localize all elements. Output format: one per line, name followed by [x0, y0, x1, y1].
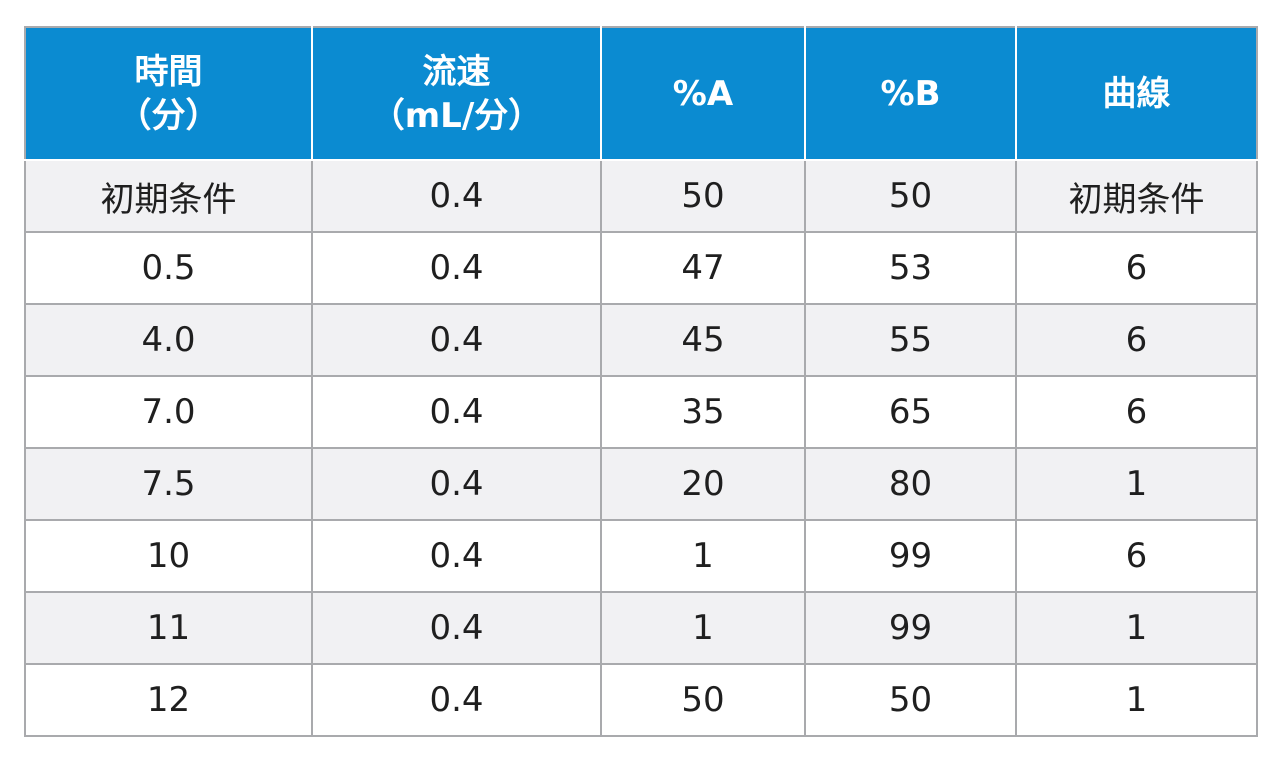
header-percent-b-label: %B	[880, 73, 941, 114]
cell-curve: 6	[1015, 375, 1258, 449]
cell-time: 7.5	[24, 447, 313, 521]
cell-flow-rate: 0.4	[311, 375, 602, 449]
table-row: 7.0 0.4 35 65 6	[24, 375, 1258, 449]
cell-percent-b: 99	[804, 591, 1017, 665]
cell-percent-b: 80	[804, 447, 1017, 521]
cell-percent-a: 50	[600, 663, 806, 737]
table-row: 12 0.4 50 50 1	[24, 663, 1258, 737]
table-row: 11 0.4 1 99 1	[24, 591, 1258, 665]
cell-percent-a: 1	[600, 591, 806, 665]
cell-curve: 1	[1015, 663, 1258, 737]
header-flow-rate-line1: 流速	[422, 51, 491, 92]
cell-percent-a: 20	[600, 447, 806, 521]
cell-time: 4.0	[24, 303, 313, 377]
cell-time: 10	[24, 519, 313, 593]
cell-flow-rate: 0.4	[311, 231, 602, 305]
cell-time: 7.0	[24, 375, 313, 449]
cell-percent-b: 65	[804, 375, 1017, 449]
cell-percent-b: 99	[804, 519, 1017, 593]
cell-curve: 1	[1015, 591, 1258, 665]
cell-percent-a: 35	[600, 375, 806, 449]
header-curve: 曲線	[1015, 26, 1258, 161]
cell-percent-b: 50	[804, 663, 1017, 737]
cell-flow-rate: 0.4	[311, 447, 602, 521]
cell-curve: 6	[1015, 231, 1258, 305]
header-percent-a: %A	[600, 26, 806, 161]
table-row: 0.5 0.4 47 53 6	[24, 231, 1258, 305]
header-time-line2: （分）	[117, 95, 220, 136]
cell-percent-a: 45	[600, 303, 806, 377]
table-row: 4.0 0.4 45 55 6	[24, 303, 1258, 377]
cell-time: 11	[24, 591, 313, 665]
cell-flow-rate: 0.4	[311, 159, 602, 233]
header-flow-rate-line2: （mL/分）	[370, 95, 543, 136]
cell-percent-b: 55	[804, 303, 1017, 377]
table-row: 初期条件 0.4 50 50 初期条件	[24, 159, 1258, 233]
table-header-row: 時間 （分） 流速 （mL/分） %A %B 曲線	[24, 26, 1258, 161]
cell-percent-a: 47	[600, 231, 806, 305]
header-time-line1: 時間	[134, 51, 203, 92]
cell-curve: 6	[1015, 519, 1258, 593]
gradient-table: 時間 （分） 流速 （mL/分） %A %B 曲線 初	[24, 26, 1258, 737]
cell-percent-a: 1	[600, 519, 806, 593]
cell-flow-rate: 0.4	[311, 591, 602, 665]
cell-flow-rate: 0.4	[311, 663, 602, 737]
table-row: 10 0.4 1 99 6	[24, 519, 1258, 593]
cell-flow-rate: 0.4	[311, 303, 602, 377]
cell-curve: 1	[1015, 447, 1258, 521]
cell-percent-b: 53	[804, 231, 1017, 305]
gradient-table-container: 時間 （分） 流速 （mL/分） %A %B 曲線 初	[24, 26, 1258, 737]
cell-curve: 初期条件	[1015, 159, 1258, 233]
header-percent-b: %B	[804, 26, 1017, 161]
header-time: 時間 （分）	[24, 26, 313, 161]
cell-percent-a: 50	[600, 159, 806, 233]
table-row: 7.5 0.4 20 80 1	[24, 447, 1258, 521]
cell-time: 0.5	[24, 231, 313, 305]
cell-flow-rate: 0.4	[311, 519, 602, 593]
header-curve-label: 曲線	[1102, 73, 1171, 114]
header-flow-rate: 流速 （mL/分）	[311, 26, 602, 161]
cell-time: 12	[24, 663, 313, 737]
cell-time: 初期条件	[24, 159, 313, 233]
header-percent-a-label: %A	[672, 73, 734, 114]
cell-percent-b: 50	[804, 159, 1017, 233]
cell-curve: 6	[1015, 303, 1258, 377]
